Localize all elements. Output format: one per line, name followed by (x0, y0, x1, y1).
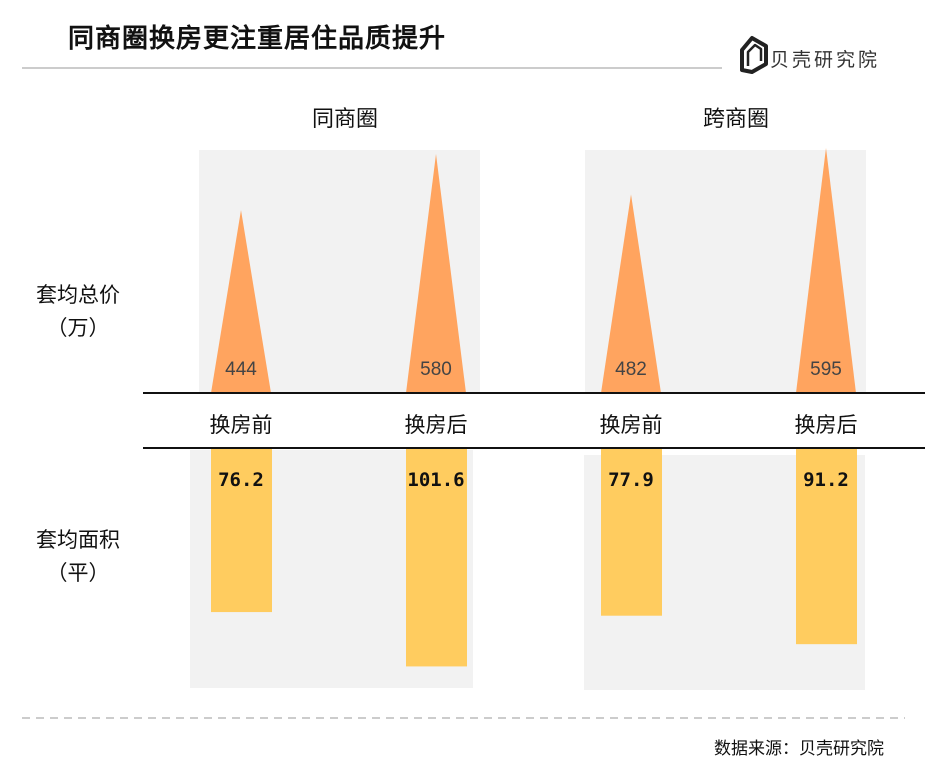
area-label: 101.6 (407, 469, 464, 491)
category-label: 换房前 (600, 413, 663, 437)
area-label: 91.2 (803, 469, 849, 491)
row-unit-price: （万） (46, 316, 110, 340)
price-triangle (406, 154, 466, 393)
price-label: 580 (420, 359, 452, 380)
source-note: 数据来源：贝壳研究院 (714, 739, 884, 759)
chart-title: 同商圈换房更注重居住品质提升 (68, 24, 447, 54)
group-title-same: 同商圈 (311, 107, 378, 132)
beike-logo-icon (740, 36, 768, 74)
area-bar (406, 449, 467, 667)
price-triangle (796, 147, 856, 393)
area-bar (211, 449, 272, 613)
area-bar (796, 449, 857, 645)
logo-text: 贝壳研究院 (770, 49, 881, 71)
price-label: 595 (810, 359, 842, 380)
area-label: 77.9 (608, 469, 654, 491)
row-label-area: 套均面积 (36, 528, 120, 552)
row-label-price: 套均总价 (36, 283, 120, 307)
group-title-cross: 跨商圈 (702, 107, 769, 132)
category-label: 换房后 (405, 413, 468, 437)
area-bar (601, 449, 662, 616)
area-label: 76.2 (218, 469, 264, 491)
category-label: 换房后 (795, 413, 858, 437)
price-triangle (601, 194, 661, 393)
price-triangle (211, 210, 271, 393)
price-label: 444 (225, 359, 257, 380)
category-label: 换房前 (210, 413, 273, 437)
price-label: 482 (615, 359, 647, 380)
row-unit-area: （平） (46, 561, 110, 585)
